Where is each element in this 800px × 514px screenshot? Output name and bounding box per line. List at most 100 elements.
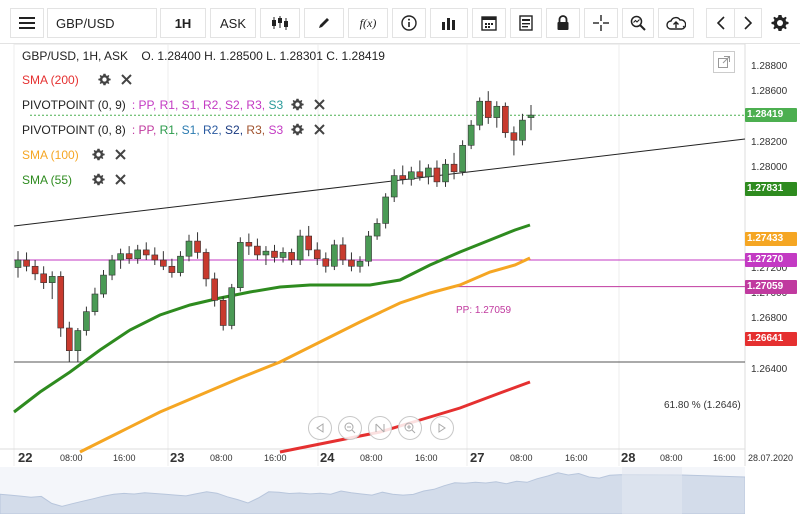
time-label: 08:00: [660, 453, 683, 463]
back-button[interactable]: [706, 8, 734, 38]
menu-button[interactable]: [10, 8, 44, 38]
legend-pivot-8[interactable]: PIVOTPOINT (0, 8) : PP, R1, S1, R2, S2, …: [22, 117, 327, 142]
candle-body: [91, 293, 99, 312]
price-side-button[interactable]: ASK: [210, 8, 256, 38]
time-label: 16:00: [264, 453, 287, 463]
gear-icon[interactable]: [289, 122, 305, 138]
zoom-button[interactable]: [622, 8, 654, 38]
time-label: 16:00: [565, 453, 588, 463]
candle-body: [14, 259, 22, 268]
legend-label: PIVOTPOINT (0, 9): [22, 97, 126, 112]
gear-icon[interactable]: [91, 147, 107, 163]
time-label: 22: [18, 450, 33, 465]
time-label: 16:00: [713, 453, 736, 463]
candle: [23, 252, 30, 272]
gear-icon[interactable]: [97, 72, 113, 88]
candle-body: [493, 105, 501, 118]
zoom-icon: [630, 15, 646, 31]
gear-icon[interactable]: [289, 97, 305, 113]
upload-button[interactable]: [658, 8, 694, 38]
legend-label: SMA (55): [22, 172, 73, 187]
hamburger-icon: [19, 17, 35, 29]
pencil-icon: [319, 18, 329, 28]
candle-body: [356, 260, 364, 267]
chart-type-button[interactable]: [260, 8, 300, 38]
candle: [365, 231, 372, 267]
reset-icon: [375, 423, 385, 433]
candle-body: [74, 330, 82, 352]
settings-button[interactable]: [766, 8, 794, 38]
calendar-button[interactable]: [472, 8, 506, 38]
price-label: 1.28419: [745, 108, 797, 123]
close-icon[interactable]: [311, 97, 327, 113]
zoom-in-button[interactable]: [398, 416, 422, 440]
zoom-in-icon: [404, 422, 416, 434]
candle: [356, 256, 364, 273]
legend-pivot-9[interactable]: PIVOTPOINT (0, 9) : PP, R1, S1, R2, S2, …: [22, 92, 327, 117]
candle: [237, 237, 244, 292]
price-label: 1.27270: [745, 252, 797, 267]
fib-annotation: 61.80 % (1.2646): [664, 400, 741, 411]
cloud-upload-icon: [666, 16, 686, 30]
info-button[interactable]: [392, 8, 426, 38]
pp-annotation: PP: 1.27059: [456, 305, 512, 316]
volume-button[interactable]: [430, 8, 468, 38]
candle-body: [519, 119, 526, 141]
candle-body: [313, 249, 321, 260]
symbol-line: GBP/USD, 1H, ASK: [22, 49, 129, 63]
close-icon[interactable]: [119, 72, 135, 88]
candle-body: [425, 167, 432, 178]
lock-button[interactable]: [546, 8, 580, 38]
reset-button[interactable]: [368, 416, 392, 440]
timeframe-button[interactable]: 1H: [160, 8, 206, 38]
external-link-icon: [718, 56, 730, 68]
candle-body: [305, 235, 313, 251]
close-icon[interactable]: [311, 122, 327, 138]
candle-body: [433, 167, 441, 183]
candle: [228, 283, 236, 330]
candle: [502, 102, 509, 138]
s2-part: S2,: [225, 97, 244, 112]
draw-button[interactable]: [304, 8, 344, 38]
candle: [407, 166, 415, 186]
candle: [125, 246, 133, 264]
navigator-window[interactable]: [622, 467, 682, 514]
candle-body: [245, 242, 253, 247]
symbol-input[interactable]: [47, 8, 157, 38]
scroll-left-button[interactable]: [308, 416, 332, 440]
candle-body: [194, 240, 201, 253]
legend-sma-100[interactable]: SMA (100): [22, 142, 327, 167]
candle-body: [399, 175, 407, 180]
indicators-button[interactable]: f(x): [348, 8, 388, 38]
price-tick: 1.26400: [751, 363, 788, 375]
candle: [322, 252, 330, 273]
forward-button[interactable]: [734, 8, 762, 38]
close-icon[interactable]: [113, 147, 129, 163]
close-icon[interactable]: [112, 172, 128, 188]
crosshair-button[interactable]: [584, 8, 618, 38]
candle-body: [339, 244, 347, 261]
zoom-out-button[interactable]: [338, 416, 362, 440]
candle: [527, 105, 535, 131]
candle-body: [48, 276, 56, 283]
candle-body: [407, 171, 415, 180]
legend-sma-200[interactable]: SMA (200): [22, 67, 327, 92]
candle: [442, 159, 449, 187]
candle: [416, 160, 424, 181]
candle-body: [467, 124, 475, 146]
news-button[interactable]: [510, 8, 542, 38]
popout-button[interactable]: [713, 51, 735, 73]
scroll-right-button[interactable]: [430, 416, 454, 440]
candle: [91, 287, 99, 316]
s3-part: S3: [268, 97, 284, 112]
crosshair-icon: [593, 15, 609, 31]
candle-body: [142, 249, 150, 256]
legend-sma-55[interactable]: SMA (55): [22, 167, 327, 192]
candle-body: [40, 273, 47, 283]
gear-icon[interactable]: [90, 172, 106, 188]
navigator[interactable]: [0, 467, 745, 514]
candle: [339, 237, 347, 266]
candle: [348, 252, 355, 272]
candle: [313, 242, 321, 266]
